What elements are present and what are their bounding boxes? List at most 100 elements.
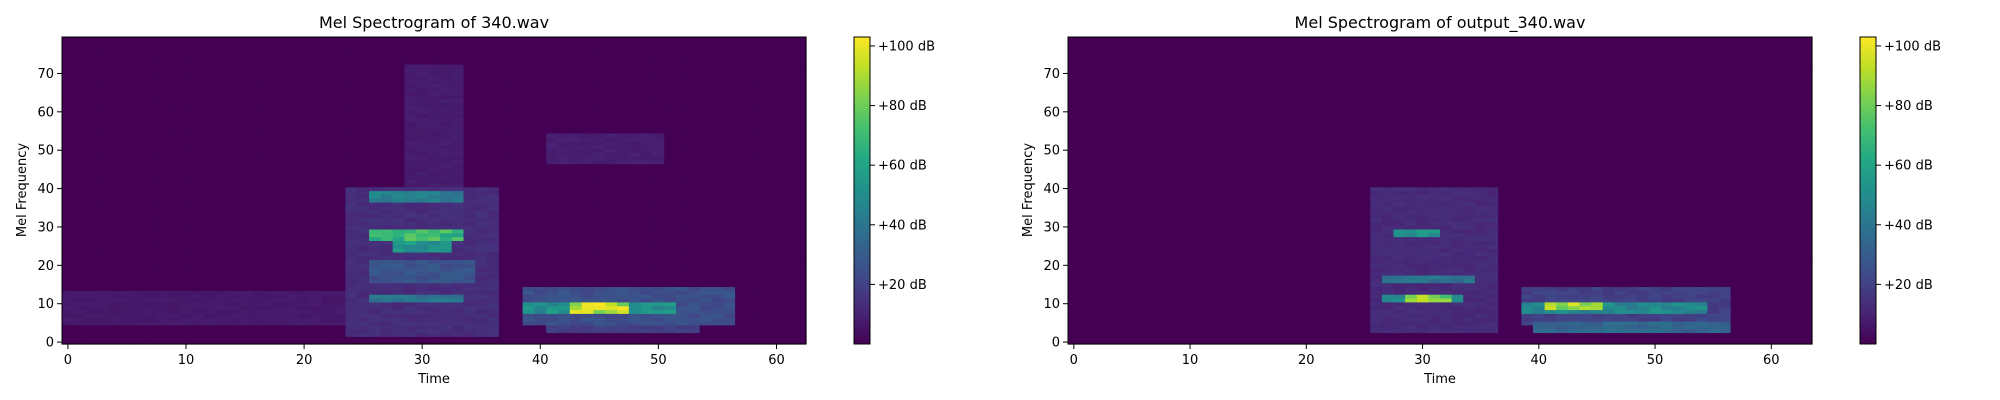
heatmap-cell <box>144 175 158 180</box>
heatmap-cell <box>605 48 618 53</box>
heatmap-cell <box>746 205 760 211</box>
heatmap-cell <box>770 263 783 268</box>
heatmap-cell <box>262 328 276 334</box>
heatmap-cell <box>286 71 299 76</box>
heatmap-cell <box>239 90 252 96</box>
heatmap-cell <box>286 328 299 334</box>
heatmap-cell <box>121 98 134 103</box>
heatmap-cell <box>699 313 713 318</box>
heatmap-cell <box>380 205 394 211</box>
heatmap-cell <box>782 136 795 142</box>
heatmap-cell <box>569 294 583 299</box>
heatmap-cell <box>687 305 701 311</box>
heatmap-cell <box>73 102 87 107</box>
heatmap-cell <box>510 301 524 307</box>
heatmap-cell <box>62 155 75 161</box>
heatmap-cell <box>180 117 193 123</box>
heatmap-cell <box>522 309 535 314</box>
heatmap-cell <box>310 274 323 280</box>
heatmap-cell <box>723 301 736 307</box>
heatmap-cell <box>215 75 228 80</box>
heatmap-cell <box>498 144 512 149</box>
heatmap-cell <box>286 86 299 92</box>
heatmap-cell <box>357 60 370 65</box>
heatmap-cell <box>274 205 287 211</box>
heatmap-cell <box>274 129 287 134</box>
heatmap-cell <box>203 217 217 222</box>
heatmap-cell <box>463 71 476 76</box>
heatmap-cell <box>782 198 795 203</box>
heatmap-cell <box>522 90 535 96</box>
heatmap-cell <box>510 213 524 218</box>
heatmap-cell <box>723 225 736 230</box>
heatmap-cell <box>723 221 736 226</box>
heatmap-cell <box>274 117 287 123</box>
heatmap-cell <box>782 48 795 53</box>
heatmap-cell <box>227 144 240 149</box>
heatmap-cell <box>286 67 299 73</box>
heatmap-cell <box>746 294 760 299</box>
heatmap-cell <box>168 320 181 326</box>
heatmap-cell <box>475 205 488 211</box>
heatmap-cell <box>794 309 807 314</box>
heatmap-cell <box>498 40 512 46</box>
heatmap-cell <box>85 163 99 169</box>
heatmap-cell <box>770 71 783 76</box>
heatmap-cell <box>664 67 677 73</box>
heatmap-cell <box>404 113 417 119</box>
heatmap-cell <box>676 271 689 276</box>
heatmap-cell <box>640 125 654 130</box>
heatmap-cell <box>416 83 429 88</box>
heatmap-cell <box>380 71 394 76</box>
heatmap-cell <box>664 271 677 276</box>
heatmap-cell <box>581 286 595 291</box>
heatmap-cell <box>392 240 406 245</box>
heatmap-cell <box>617 60 630 65</box>
heatmap-cell <box>439 113 453 119</box>
heatmap-cell <box>451 225 465 230</box>
heatmap-cell <box>357 117 370 123</box>
heatmap-cell <box>62 125 75 130</box>
heatmap-cell <box>168 140 181 146</box>
heatmap-cell <box>711 213 724 218</box>
heatmap-cell <box>723 271 736 276</box>
heatmap-cell <box>168 37 181 42</box>
heatmap-cell <box>534 171 547 176</box>
heatmap-cell <box>321 313 335 318</box>
heatmap-cell <box>156 75 169 80</box>
heatmap-cell <box>97 159 110 165</box>
heatmap-cell <box>487 132 500 138</box>
heatmap-cell <box>723 202 736 207</box>
heatmap-cell <box>239 190 252 195</box>
heatmap-cell <box>605 163 618 169</box>
heatmap-cell <box>227 324 240 330</box>
heatmap-cell <box>723 282 736 288</box>
heatmap-cell <box>286 159 299 165</box>
heatmap-cell <box>298 228 311 234</box>
heatmap-cell <box>628 98 642 103</box>
heatmap-cell <box>711 236 724 241</box>
heatmap-cell <box>380 109 394 115</box>
heatmap-cell <box>392 244 406 249</box>
heatmap-cell <box>593 37 606 42</box>
heatmap-cell <box>191 140 205 146</box>
heatmap-cell <box>676 121 689 126</box>
heatmap-cell <box>463 106 476 111</box>
heatmap-cell <box>215 129 228 134</box>
heatmap-cell <box>144 263 158 268</box>
heatmap-cell <box>782 244 795 249</box>
heatmap-cell <box>416 60 429 65</box>
heatmap-cell <box>168 228 181 234</box>
heatmap-cell <box>227 259 240 265</box>
heatmap-cell <box>250 274 264 280</box>
heatmap-cell <box>215 271 228 276</box>
heatmap-cell <box>605 75 618 80</box>
heatmap-cell <box>203 106 217 111</box>
heatmap-cell <box>73 286 87 291</box>
heatmap-cell <box>156 278 169 284</box>
heatmap-cell <box>676 190 689 195</box>
heatmap-cell <box>73 205 87 211</box>
heatmap-cell <box>333 60 347 65</box>
heatmap-cell <box>664 125 677 130</box>
heatmap-cell <box>498 320 512 326</box>
